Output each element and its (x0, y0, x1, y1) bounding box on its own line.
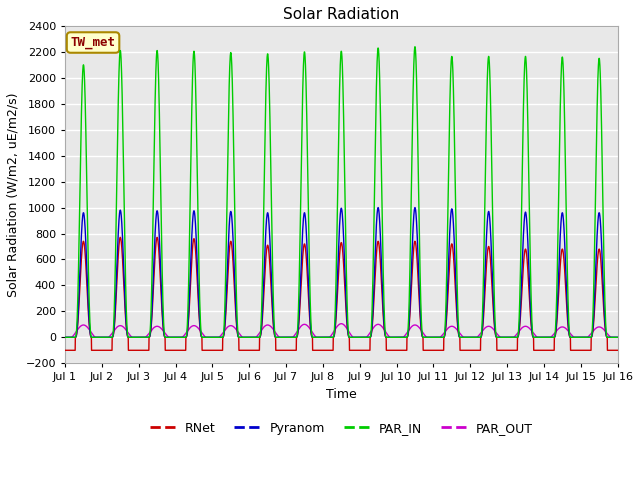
Text: TW_met: TW_met (70, 36, 116, 49)
Legend: RNet, Pyranom, PAR_IN, PAR_OUT: RNet, Pyranom, PAR_IN, PAR_OUT (145, 417, 538, 440)
X-axis label: Time: Time (326, 388, 356, 401)
Title: Solar Radiation: Solar Radiation (283, 7, 399, 22)
Y-axis label: Solar Radiation (W/m2, uE/m2/s): Solar Radiation (W/m2, uE/m2/s) (7, 92, 20, 297)
